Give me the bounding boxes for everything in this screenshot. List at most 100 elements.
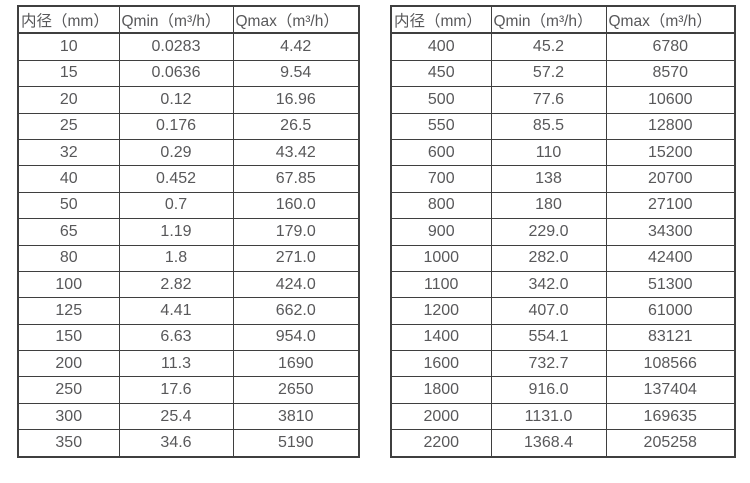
table-cell: 0.0283 [118,32,234,61]
table-cell: 179.0 [232,218,360,246]
table-cell: 0.12 [118,86,234,114]
header-qmax: Qmax（m³/h） [232,5,360,35]
table-cell: 1600 [390,350,492,378]
table-cell: 10 [17,32,120,61]
header-inner-diameter: 内径（mm） [17,5,120,35]
table-cell: 662.0 [232,297,360,325]
table-row: 250 17.6 2650 [17,376,360,404]
table-row: 400 45.2 6780 [390,32,736,61]
flow-rate-table-large-diameters: 内径（mm） Qmin（m³/h） Qmax（m³/h） 400 45.2 6780… [390,5,736,458]
table-cell: 916.0 [490,376,607,404]
table-row: 450 57.2 8570 [390,59,736,88]
table-cell: 282.0 [490,244,607,272]
table-cell: 51300 [605,270,736,299]
table-cell: 0.452 [118,165,234,193]
table-row: 15 0.0636 9.54 [17,59,360,88]
table-cell: 9.54 [232,59,360,88]
table-row: 800 180 27100 [390,191,736,220]
table-cell: 150 [17,323,120,352]
table-row: 900 229.0 34300 [390,218,736,246]
table-cell: 250 [17,376,120,404]
table-cell: 500 [390,86,492,114]
table-cell: 17.6 [118,376,234,404]
table-cell: 1.19 [118,218,234,246]
table-cell: 160.0 [232,191,360,220]
table-row: 20 0.12 16.96 [17,86,360,114]
table-cell: 34300 [605,218,736,246]
table-row: 700 138 20700 [390,165,736,193]
table-row: 40 0.452 67.85 [17,165,360,193]
table-row: 300 25.4 3810 [17,402,360,431]
table-row: 1200 407.0 61000 [390,297,736,325]
table-cell: 300 [17,402,120,431]
table-body: 400 45.2 6780 450 57.2 8570 500 77.6 10600 550 85.… [390,32,736,458]
table-cell: 0.29 [118,138,234,167]
table-cell: 1131.0 [490,402,607,431]
table-row: 125 4.41 662.0 [17,297,360,325]
table-row: 50 0.7 160.0 [17,191,360,220]
table-row: 80 1.8 271.0 [17,244,360,272]
table-cell: 350 [17,429,120,458]
table-cell: 45.2 [490,32,607,61]
table-cell: 0.0636 [118,59,234,88]
table-cell: 27100 [605,191,736,220]
table-cell: 1.8 [118,244,234,272]
table-cell: 407.0 [490,297,607,325]
table-cell: 550 [390,112,492,140]
table-row: 32 0.29 43.42 [17,138,360,167]
table-cell: 61000 [605,297,736,325]
table-cell: 25.4 [118,402,234,431]
table-cell: 732.7 [490,350,607,378]
table-cell: 20700 [605,165,736,193]
header-qmin: Qmin（m³/h） [118,5,234,35]
table-cell: 25 [17,112,120,140]
table-cell: 100 [17,270,120,299]
table-cell: 10600 [605,86,736,114]
table-cell: 85.5 [490,112,607,140]
table-row: 200 11.3 1690 [17,350,360,378]
header-row: 内径（mm） Qmin（m³/h） Qmax（m³/h） [17,5,360,35]
table-cell: 0.7 [118,191,234,220]
table-body: 10 0.0283 4.42 15 0.0636 9.54 20 0.12 16.96 25 0.1… [17,32,360,458]
table-cell: 450 [390,59,492,88]
table-cell: 1800 [390,376,492,404]
table-cell: 1000 [390,244,492,272]
table-cell: 80 [17,244,120,272]
table-row: 500 77.6 10600 [390,86,736,114]
table-cell: 200 [17,350,120,378]
table-row: 1400 554.1 83121 [390,323,736,352]
header-qmax: Qmax（m³/h） [605,5,736,35]
table-row: 10 0.0283 4.42 [17,32,360,61]
table-cell: 15200 [605,138,736,167]
table-cell: 11.3 [118,350,234,378]
table-cell: 15 [17,59,120,88]
table-row: 65 1.19 179.0 [17,218,360,246]
table-cell: 1200 [390,297,492,325]
table-cell: 900 [390,218,492,246]
table-cell: 271.0 [232,244,360,272]
table-cell: 400 [390,32,492,61]
table-cell: 554.1 [490,323,607,352]
table-row: 25 0.176 26.5 [17,112,360,140]
table-row: 600 110 15200 [390,138,736,167]
table-cell: 700 [390,165,492,193]
table-cell: 20 [17,86,120,114]
table-cell: 2.82 [118,270,234,299]
table-cell: 2200 [390,429,492,458]
table-cell: 4.41 [118,297,234,325]
table-row: 1800 916.0 137404 [390,376,736,404]
table-row: 1100 342.0 51300 [390,270,736,299]
table-cell: 5190 [232,429,360,458]
header-row: 内径（mm） Qmin（m³/h） Qmax（m³/h） [390,5,736,35]
table-cell: 108566 [605,350,736,378]
table-cell: 43.42 [232,138,360,167]
table-cell: 138 [490,165,607,193]
header-inner-diameter: 内径（mm） [390,5,492,35]
table-cell: 229.0 [490,218,607,246]
table-cell: 57.2 [490,59,607,88]
table-cell: 2000 [390,402,492,431]
table-row: 2000 1131.0 169635 [390,402,736,431]
table-cell: 1100 [390,270,492,299]
table-cell: 180 [490,191,607,220]
